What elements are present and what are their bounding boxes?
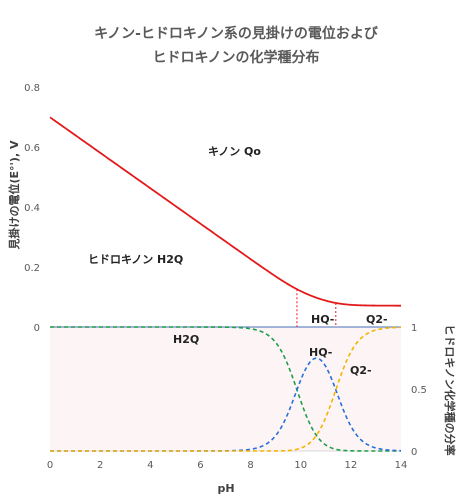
y-right-tick-label-0: 0 xyxy=(411,447,417,458)
x-tick-label-6: 12 xyxy=(344,460,357,471)
q2-fraction-line xyxy=(50,326,402,452)
y-axis-left-ticks: 0 0.2 0.4 0.6 0.8 xyxy=(24,83,40,334)
x-tick-label-3: 6 xyxy=(197,460,203,471)
annotation-quinone: キノン Qo xyxy=(208,145,261,158)
x-tick-label-5: 10 xyxy=(294,460,307,471)
y-right-tick-label-1: 0.5 xyxy=(411,385,427,396)
annotation-hq-top: HQ- xyxy=(311,313,334,326)
series-layer xyxy=(49,116,402,452)
y-left-tick-label-2: 0.4 xyxy=(24,203,40,214)
annotation-q2-bottom: Q2- xyxy=(350,364,372,377)
x-tick-label-7: 14 xyxy=(395,460,408,471)
annotation-h2q-bottom: H2Q xyxy=(173,333,199,346)
chart-title-line1: キノン-ヒドロキノン系の見掛けの電位および xyxy=(94,25,379,42)
y-right-tick-label-2: 1 xyxy=(411,323,417,334)
x-axis-label: pH xyxy=(217,482,234,495)
x-tick-label-1: 2 xyxy=(97,460,103,471)
fraction-panel-background xyxy=(50,327,401,451)
potential-line xyxy=(49,116,401,307)
x-axis-ticks: 0 2 4 6 8 10 12 14 xyxy=(47,460,408,471)
y-left-tick-label-0: 0 xyxy=(34,323,40,334)
y-left-tick-label-3: 0.6 xyxy=(24,143,40,154)
annotation-hydroquinone: ヒドロキノン H2Q xyxy=(88,253,183,266)
y-axis-left-label: 見掛けの電位(E°'), V xyxy=(7,140,21,250)
x-tick-label-0: 0 xyxy=(47,460,53,471)
chart-title-line2: ヒドロキノンの化学種分布 xyxy=(152,49,319,66)
y-left-tick-label-4: 0.8 xyxy=(24,83,40,94)
y-left-tick-label-1: 0.2 xyxy=(24,263,40,274)
annotation-hq-bottom: HQ- xyxy=(309,346,332,359)
y-axis-right-label: ヒドロキノン化学種の分率 xyxy=(443,324,457,455)
annotation-q2-top: Q2- xyxy=(366,313,388,326)
x-tick-label-2: 4 xyxy=(147,460,153,471)
y-axis-right-ticks: 00.51 xyxy=(411,323,427,458)
x-tick-label-4: 8 xyxy=(247,460,253,471)
h2q-fraction-line xyxy=(50,326,401,452)
